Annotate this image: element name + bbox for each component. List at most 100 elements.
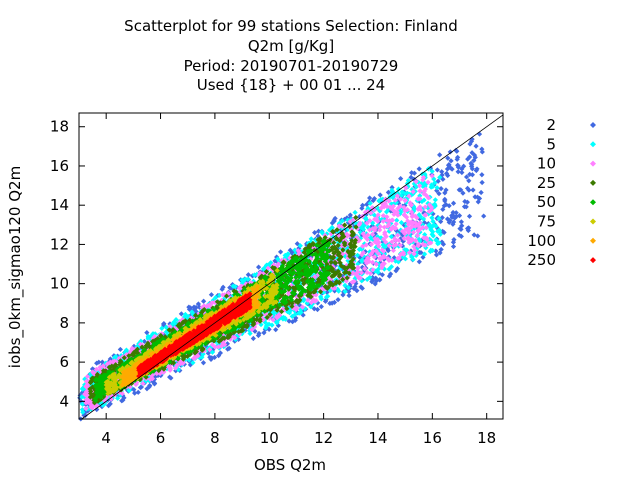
scatter-point bbox=[333, 247, 340, 253]
scatter-point bbox=[429, 215, 435, 221]
scatter-point bbox=[428, 227, 434, 233]
scatter-point bbox=[466, 178, 472, 184]
scatter-point bbox=[324, 285, 331, 291]
scatter-point bbox=[345, 255, 351, 261]
scatter-point bbox=[219, 297, 225, 303]
scatter-point bbox=[367, 227, 373, 233]
scatter-point bbox=[382, 231, 388, 237]
scatter-point bbox=[442, 196, 448, 202]
scatter-point bbox=[405, 219, 411, 225]
scatter-point bbox=[468, 160, 474, 166]
scatter-point bbox=[373, 278, 379, 284]
scatter-point bbox=[465, 227, 471, 234]
scatter-point bbox=[118, 387, 124, 393]
scatter-point bbox=[398, 251, 404, 258]
scatter-point bbox=[455, 163, 461, 169]
scatter-point bbox=[137, 384, 143, 391]
scatter-point bbox=[292, 247, 298, 253]
scatter-point bbox=[380, 248, 387, 254]
scatter-point bbox=[344, 275, 350, 281]
scatter-point bbox=[264, 314, 270, 320]
scatter-point bbox=[312, 298, 318, 304]
scatter-point bbox=[384, 217, 390, 224]
scatter-point bbox=[150, 336, 156, 342]
scatter-point bbox=[417, 183, 423, 189]
scatter-point bbox=[396, 200, 402, 207]
scatter-point bbox=[443, 187, 449, 193]
scatter-point bbox=[386, 273, 393, 279]
scatter-point bbox=[414, 215, 420, 221]
scatter-point bbox=[263, 325, 269, 331]
scatter-point bbox=[397, 196, 404, 202]
scatter-point bbox=[276, 311, 282, 318]
scatter-point bbox=[106, 364, 112, 370]
scatter-point bbox=[420, 224, 426, 231]
scatter-point bbox=[270, 317, 276, 323]
scatter-point bbox=[478, 189, 484, 196]
scatter-point bbox=[373, 215, 379, 222]
scatter-point bbox=[321, 289, 327, 295]
scatter-point bbox=[231, 322, 237, 328]
scatter-point bbox=[329, 279, 335, 285]
scatter-point bbox=[455, 169, 461, 175]
scatter-point bbox=[292, 311, 298, 317]
scatter-point bbox=[391, 211, 397, 218]
scatter-point bbox=[297, 243, 303, 249]
scatter-point bbox=[209, 342, 215, 348]
scatter-point bbox=[437, 174, 443, 180]
scatter-point bbox=[379, 265, 385, 271]
scatter-point bbox=[178, 311, 185, 317]
scatter-point bbox=[347, 250, 353, 257]
scatter-point bbox=[372, 239, 378, 245]
scatter-point bbox=[374, 267, 380, 274]
scatter-point bbox=[416, 179, 422, 186]
scatter-point bbox=[413, 213, 419, 219]
scatter-point bbox=[392, 197, 399, 203]
scatter-point bbox=[432, 197, 438, 203]
scatter-point bbox=[367, 200, 373, 206]
scatter-point bbox=[260, 266, 267, 272]
scatter-point bbox=[299, 249, 305, 255]
scatter-point bbox=[82, 382, 88, 388]
scatter-point bbox=[79, 407, 85, 413]
scatter-point bbox=[266, 315, 272, 322]
scatter-point bbox=[345, 258, 351, 264]
scatter-point bbox=[207, 346, 213, 353]
scatter-point bbox=[472, 154, 478, 160]
scatter-point bbox=[377, 208, 383, 214]
scatter-point bbox=[417, 204, 423, 210]
scatter-point bbox=[405, 221, 411, 228]
scatter-point bbox=[189, 309, 195, 315]
scatter-point bbox=[372, 235, 378, 242]
scatter-point bbox=[214, 299, 221, 305]
scatter-point bbox=[327, 300, 333, 306]
scatter-point bbox=[365, 205, 371, 211]
scatter-point bbox=[118, 353, 124, 359]
scatter-point bbox=[335, 286, 341, 292]
scatter-point bbox=[371, 254, 378, 260]
scatter-point bbox=[327, 261, 333, 267]
scatter-point bbox=[385, 206, 392, 212]
scatter-point bbox=[273, 327, 279, 333]
scatter-point bbox=[415, 243, 421, 249]
scatter-point bbox=[96, 359, 102, 365]
scatter-point bbox=[292, 317, 298, 323]
scatter-point bbox=[409, 254, 415, 260]
scatter-point bbox=[99, 359, 105, 365]
scatter-point bbox=[346, 270, 352, 276]
scatter-point bbox=[380, 218, 386, 224]
scatter-point bbox=[387, 218, 393, 224]
scatter-point bbox=[398, 193, 404, 199]
scatter-point bbox=[135, 389, 141, 395]
scatter-point bbox=[430, 211, 436, 217]
scatter-point bbox=[278, 286, 284, 292]
scatter-point bbox=[447, 165, 454, 171]
scatter-point bbox=[481, 213, 487, 219]
scatter-point bbox=[417, 188, 423, 194]
scatter-point bbox=[370, 220, 376, 226]
scatter-point bbox=[385, 248, 391, 254]
scatter-point bbox=[235, 332, 241, 338]
scatter-point bbox=[213, 338, 219, 345]
scatter-point bbox=[107, 359, 113, 365]
scatter-point bbox=[236, 329, 242, 335]
